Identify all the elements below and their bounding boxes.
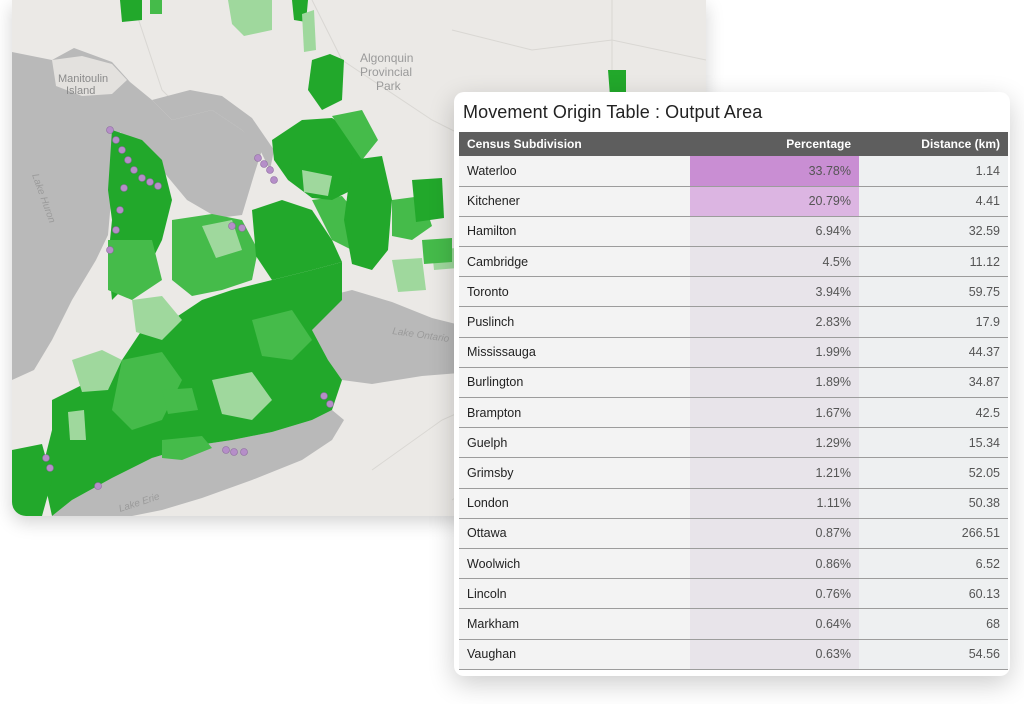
table-row[interactable]: Vaughan 0.63% 54.56	[459, 639, 1008, 670]
table-row[interactable]: Markham 0.64% 68	[459, 608, 1008, 640]
panel-title: Movement Origin Table : Output Area	[463, 102, 763, 122]
cell-subdivision: Brampton	[459, 397, 690, 429]
movement-origin-table: Census Subdivision Percentage Distance (…	[459, 132, 1008, 670]
cell-percentage: 2.83%	[690, 306, 859, 338]
cell-subdivision: Hamilton	[459, 216, 690, 248]
cell-percentage: 0.63%	[690, 639, 859, 670]
header-census-subdivision[interactable]: Census Subdivision	[459, 132, 690, 156]
lake-erie-water	[52, 410, 344, 516]
manitoulin-label: Manitoulin	[58, 73, 108, 85]
cell-distance: 50.38	[859, 488, 1008, 519]
table-row[interactable]: Lincoln 0.76% 60.13	[459, 578, 1008, 610]
cell-subdivision: Puslinch	[459, 306, 690, 338]
cell-distance: 4.41	[859, 186, 1008, 217]
table-row[interactable]: Brampton 1.67% 42.5	[459, 397, 1008, 429]
cell-subdivision: Kitchener	[459, 186, 690, 217]
cell-subdivision: Markham	[459, 608, 690, 640]
cell-distance: 266.51	[859, 518, 1008, 549]
table-row[interactable]: Kitchener 20.79% 4.41	[459, 186, 1008, 217]
cell-distance: 59.75	[859, 276, 1008, 308]
cell-subdivision: Grimsby	[459, 457, 690, 489]
cell-percentage: 4.5%	[690, 246, 859, 278]
cell-subdivision: Burlington	[459, 367, 690, 399]
cell-subdivision: Vaughan	[459, 639, 690, 670]
cell-percentage: 1.11%	[690, 488, 859, 519]
cell-distance: 60.13	[859, 578, 1008, 610]
cell-subdivision: Lincoln	[459, 578, 690, 610]
cell-subdivision: Toronto	[459, 276, 690, 308]
cell-distance: 42.5	[859, 397, 1008, 429]
cell-subdivision: Ottawa	[459, 518, 690, 549]
table-row[interactable]: Burlington 1.89% 34.87	[459, 367, 1008, 399]
table-row[interactable]: Woolwich 0.86% 6.52	[459, 548, 1008, 580]
movement-origin-panel: Movement Origin Table : Output Area Cens…	[454, 92, 1010, 676]
header-distance[interactable]: Distance (km)	[859, 132, 1008, 156]
cell-distance: 17.9	[859, 306, 1008, 338]
cell-percentage: 0.76%	[690, 578, 859, 610]
table-row[interactable]: Hamilton 6.94% 32.59	[459, 216, 1008, 248]
cell-subdivision: Woolwich	[459, 548, 690, 580]
table-row[interactable]: Grimsby 1.21% 52.05	[459, 457, 1008, 489]
cell-percentage: 1.89%	[690, 367, 859, 399]
algonquin-label-3: Park	[376, 79, 402, 93]
table-row[interactable]: Waterloo 33.78% 1.14	[459, 156, 1008, 187]
cell-distance: 32.59	[859, 216, 1008, 248]
cell-percentage: 6.94%	[690, 216, 859, 248]
cell-distance: 34.87	[859, 367, 1008, 399]
cell-percentage: 20.79%	[690, 186, 859, 217]
cell-distance: 54.56	[859, 639, 1008, 670]
cell-subdivision: London	[459, 488, 690, 519]
census-regions[interactable]	[12, 0, 626, 516]
cell-distance: 15.34	[859, 427, 1008, 459]
cell-percentage: 1.99%	[690, 337, 859, 368]
cell-distance: 52.05	[859, 457, 1008, 489]
cell-subdivision: Waterloo	[459, 156, 690, 187]
cell-percentage: 33.78%	[690, 156, 859, 187]
algonquin-label-2: Provincial	[360, 65, 412, 79]
cell-percentage: 1.29%	[690, 427, 859, 459]
table-row[interactable]: Puslinch 2.83% 17.9	[459, 306, 1008, 338]
cell-subdivision: Cambridge	[459, 246, 690, 278]
cell-distance: 6.52	[859, 548, 1008, 580]
cell-percentage: 1.21%	[690, 457, 859, 489]
cell-distance: 11.12	[859, 246, 1008, 278]
table-row[interactable]: London 1.11% 50.38	[459, 488, 1008, 519]
manitoulin-island	[52, 56, 127, 96]
header-percentage[interactable]: Percentage	[690, 132, 859, 156]
table-row[interactable]: Cambridge 4.5% 11.12	[459, 246, 1008, 278]
cell-percentage: 0.64%	[690, 608, 859, 640]
cell-distance: 68	[859, 608, 1008, 640]
cell-percentage: 0.86%	[690, 548, 859, 580]
cell-subdivision: Mississauga	[459, 337, 690, 368]
algonquin-label: Algonquin	[360, 51, 413, 65]
cell-distance: 1.14	[859, 156, 1008, 187]
cell-subdivision: Guelph	[459, 427, 690, 459]
table-row[interactable]: Toronto 3.94% 59.75	[459, 276, 1008, 308]
table-row[interactable]: Mississauga 1.99% 44.37	[459, 337, 1008, 368]
manitoulin-label-2: Island	[66, 85, 95, 97]
cell-distance: 44.37	[859, 337, 1008, 368]
cell-percentage: 3.94%	[690, 276, 859, 308]
shore-markers	[42, 126, 334, 490]
table-row[interactable]: Guelph 1.29% 15.34	[459, 427, 1008, 459]
table-header-row: Census Subdivision Percentage Distance (…	[459, 132, 1008, 156]
georgian-bay-water	[152, 90, 274, 170]
cell-percentage: 0.87%	[690, 518, 859, 549]
lake-huron-water	[12, 48, 262, 380]
cell-percentage: 1.67%	[690, 397, 859, 429]
table-row[interactable]: Ottawa 0.87% 266.51	[459, 518, 1008, 549]
